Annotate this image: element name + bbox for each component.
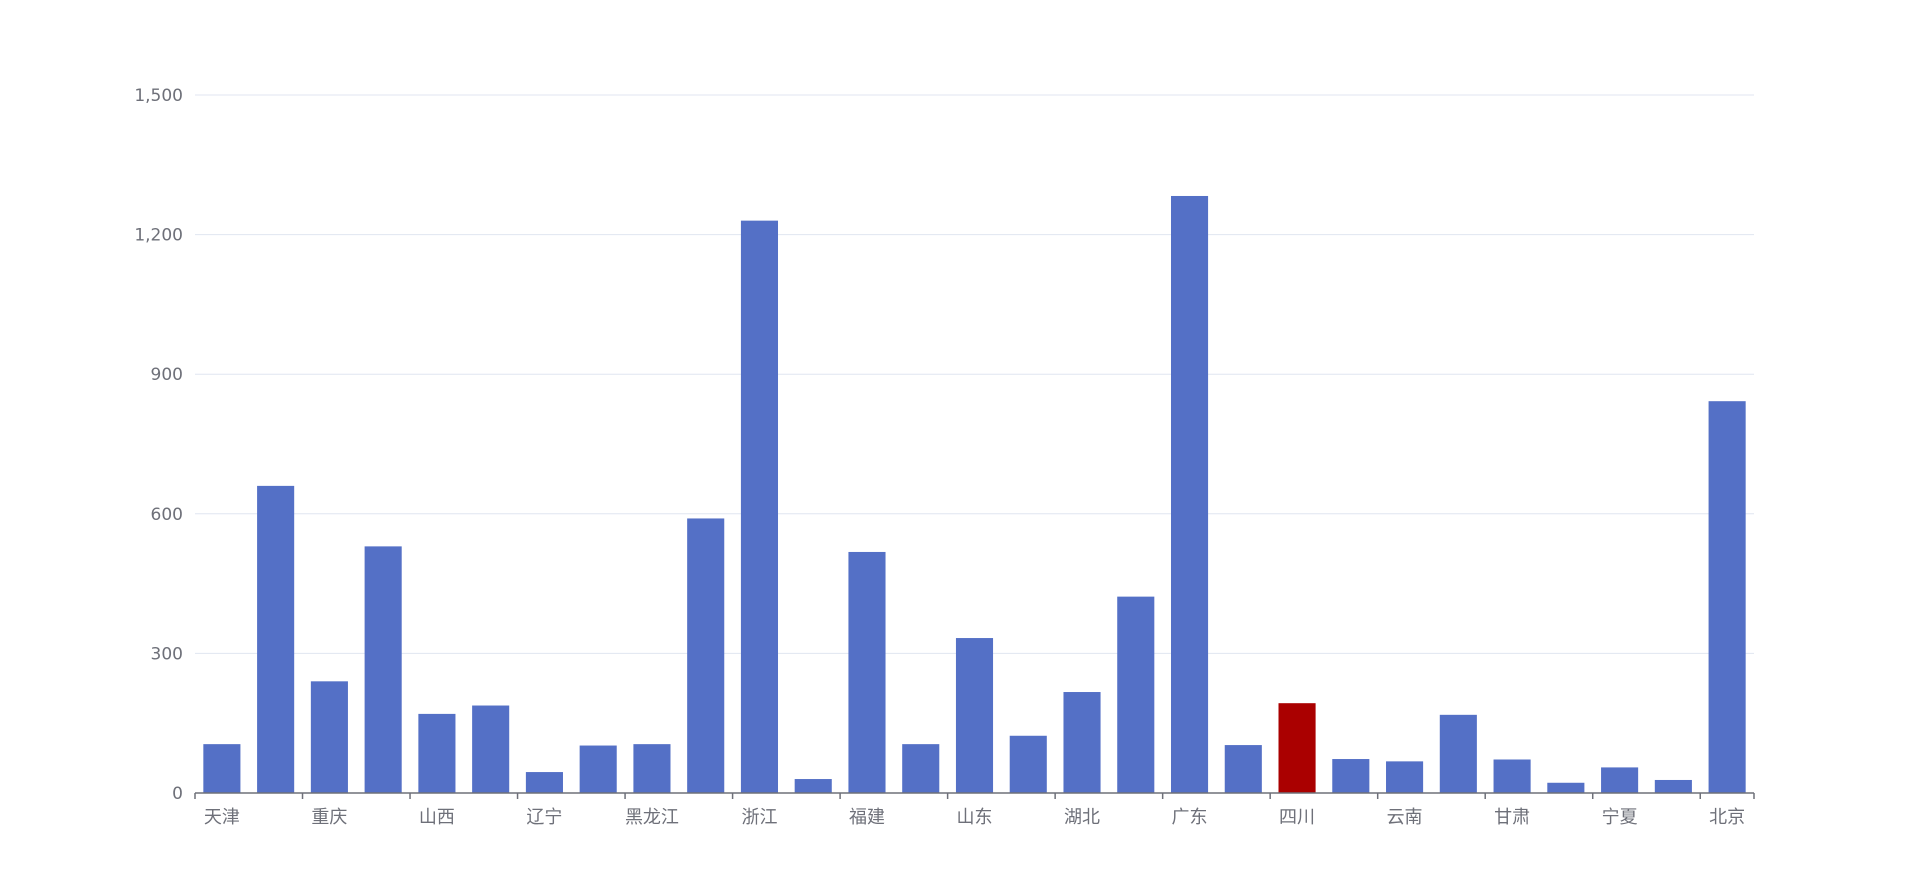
bar-陕西 — [1439, 714, 1477, 793]
y-tick-label: 900 — [151, 365, 183, 385]
x-tick-label: 山东 — [957, 807, 993, 828]
x-tick-label: 黑龙江 — [625, 807, 679, 828]
y-tick-label: 0 — [172, 784, 183, 804]
y-tick-label: 600 — [151, 505, 183, 525]
bar-四川 — [1278, 703, 1316, 793]
bar-湖南 — [1117, 596, 1155, 793]
bar-安徽 — [794, 779, 832, 793]
x-tick-label: 湖北 — [1064, 807, 1100, 828]
bar-广西 — [1224, 745, 1262, 793]
label-layer: 0 300 600 900 1,200 1,500 天津 重庆 山西 辽宁 黑龙江 浙江 福建 山东 湖北 广… — [134, 86, 1745, 828]
x-tick-label: 浙江 — [741, 807, 777, 828]
x-tick-label: 广东 — [1172, 807, 1208, 828]
bar-山东 — [955, 638, 994, 793]
y-tick-label: 300 — [151, 644, 183, 664]
bar-贵州 — [1332, 759, 1370, 793]
bar-辽宁 — [525, 772, 563, 793]
bar-layer — [203, 195, 1746, 793]
x-tick-label: 重庆 — [311, 807, 347, 828]
x-tick-label: 四川 — [1279, 807, 1315, 828]
x-tick-label: 天津 — [204, 807, 240, 828]
bar-宁夏 — [1601, 767, 1639, 793]
bar-云南 — [1386, 761, 1424, 793]
x-tick-label: 福建 — [849, 807, 885, 828]
y-tick-label: 1,500 — [134, 86, 183, 106]
x-tick-label: 山西 — [419, 807, 455, 828]
bar-福建 — [848, 551, 886, 793]
bar-河南 — [1009, 735, 1047, 793]
bar-江西 — [902, 744, 940, 793]
bar-新疆 — [1654, 779, 1692, 793]
bar-江苏 — [687, 518, 725, 793]
bar-上海 — [364, 546, 402, 793]
bar-湖北 — [1063, 692, 1101, 793]
bar-青海 — [1547, 782, 1585, 793]
bar-黑龙江 — [633, 744, 671, 793]
x-tick-label: 辽宁 — [526, 807, 562, 828]
bar-甘肃 — [1493, 759, 1531, 793]
bar-河北 — [257, 485, 295, 793]
bar-重庆 — [310, 681, 348, 793]
bar-内蒙古 — [472, 705, 510, 793]
y-tick-label: 1,200 — [134, 226, 183, 246]
x-tick-label: 云南 — [1387, 807, 1423, 828]
axis-layer — [194, 792, 1755, 799]
x-tick-label: 北京 — [1709, 807, 1745, 828]
bar-浙江 — [740, 220, 779, 793]
bar-广东 — [1170, 195, 1209, 793]
bar-山西 — [418, 713, 456, 793]
x-tick-label: 甘肃 — [1494, 807, 1530, 828]
x-tick-label: 宁夏 — [1602, 807, 1638, 828]
bar-吉林 — [579, 745, 617, 793]
grid-layer — [195, 94, 1754, 654]
bar-天津 — [203, 744, 241, 793]
bar-北京 — [1708, 401, 1746, 793]
